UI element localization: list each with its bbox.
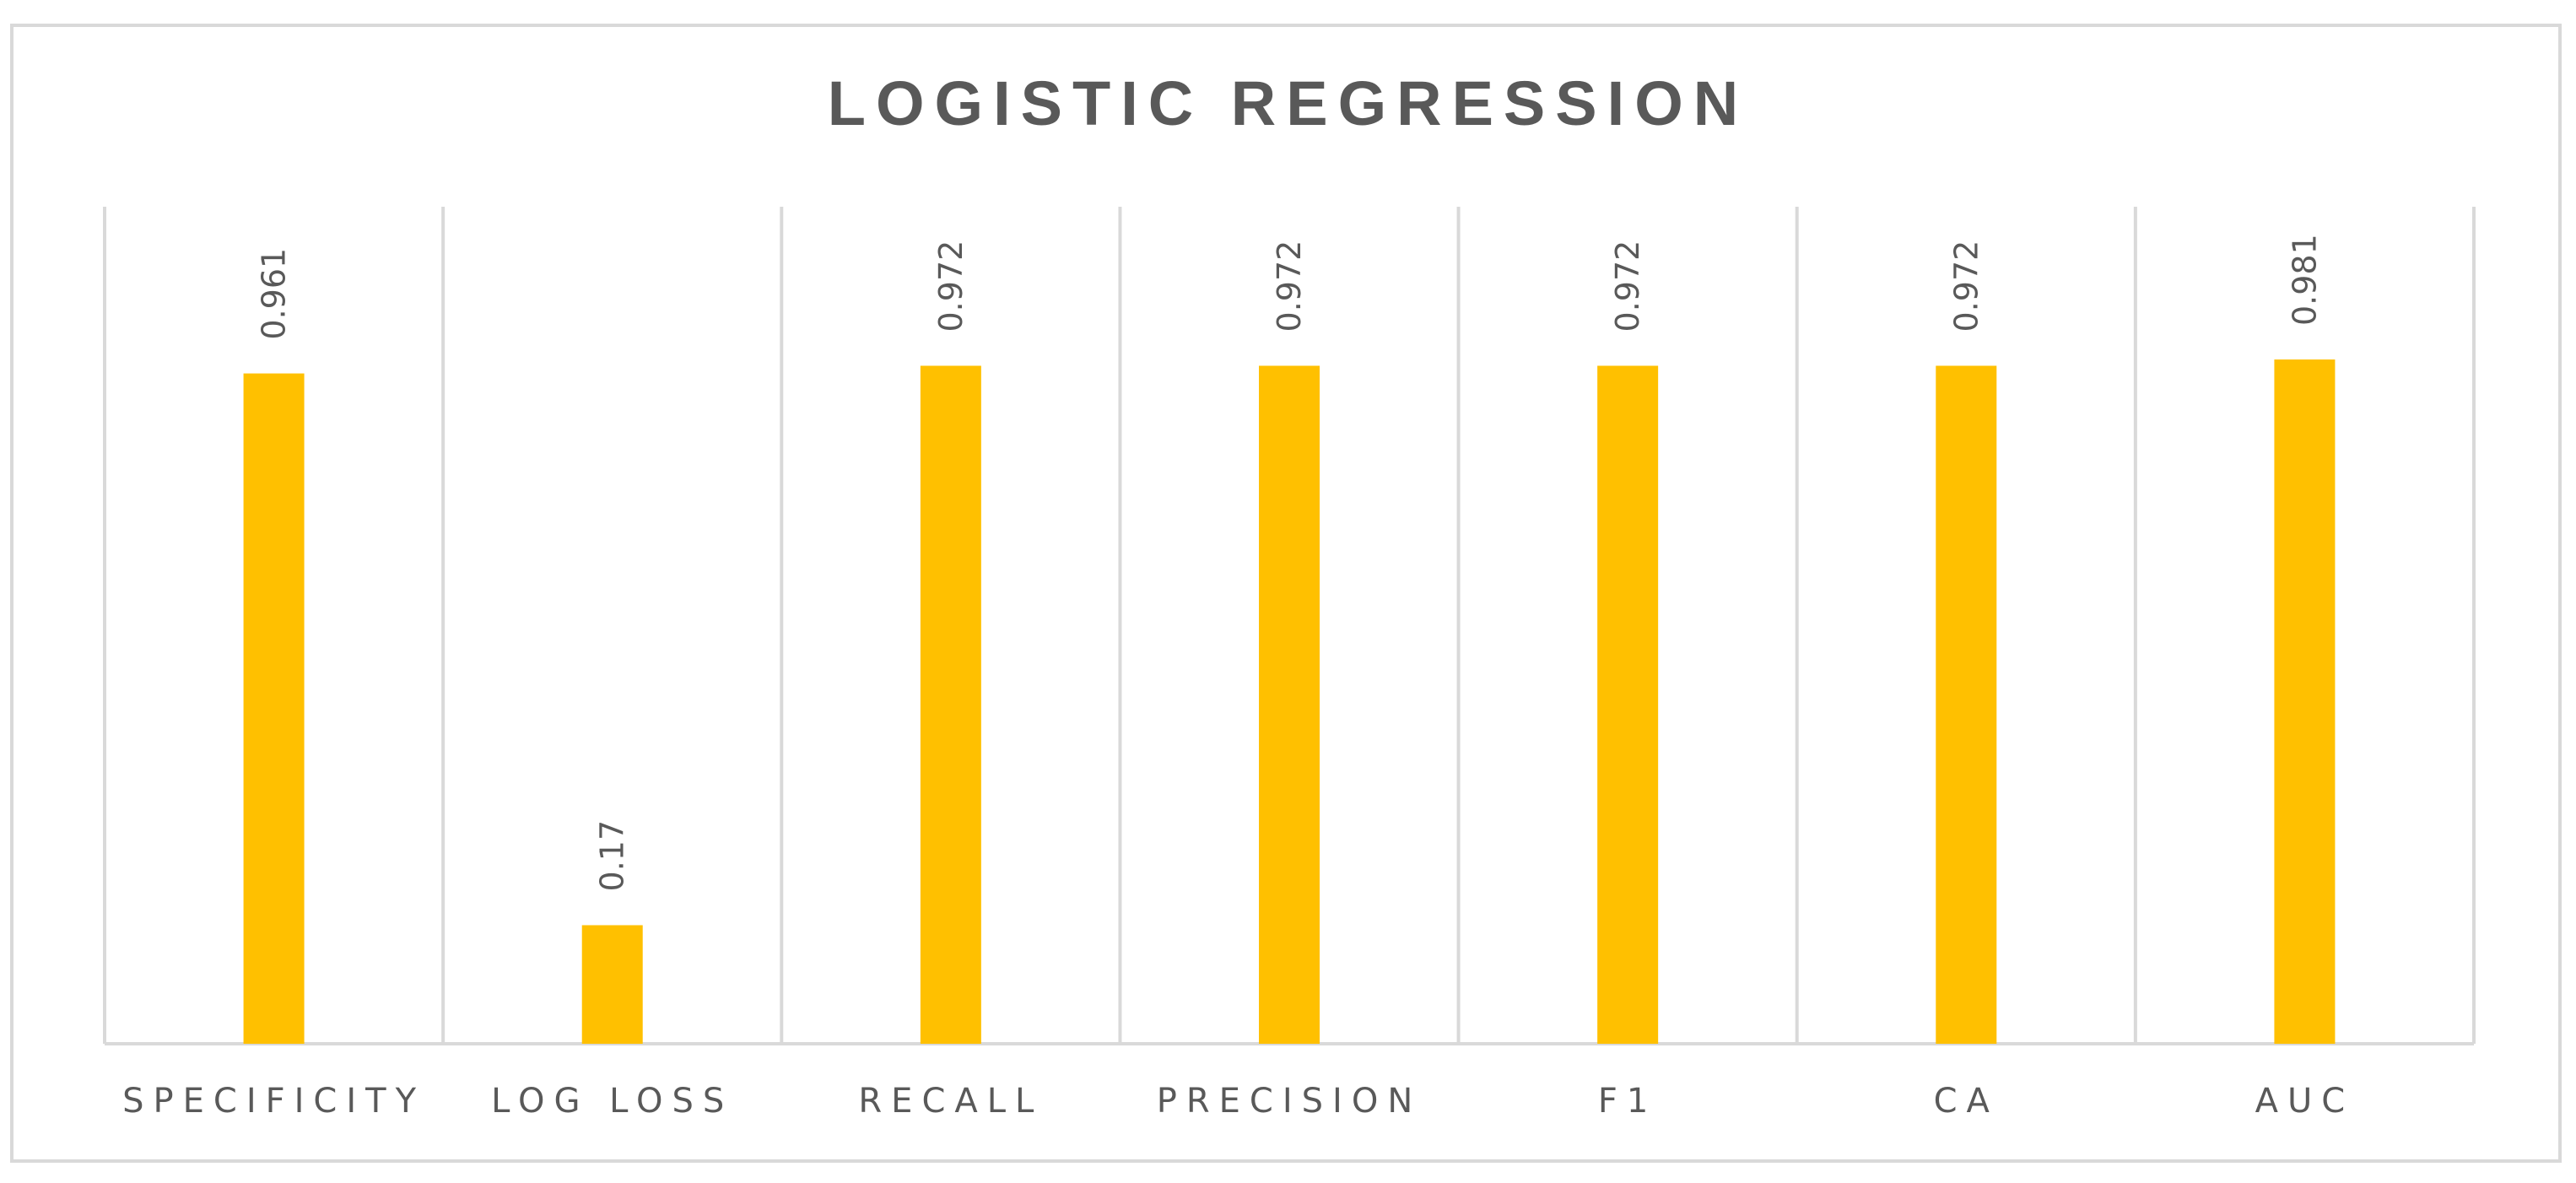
data-label: 0.17 [594, 820, 631, 892]
data-label: 0.972 [932, 240, 969, 332]
bar [243, 373, 305, 1044]
data-label: 0.961 [256, 248, 293, 340]
data-label: 0.972 [1947, 240, 1985, 332]
x-tick-label: F1 [1598, 1082, 1657, 1121]
bar [1936, 365, 1997, 1045]
bar [920, 365, 981, 1045]
data-label: 0.972 [1271, 240, 1308, 332]
data-label: 0.972 [1609, 240, 1646, 332]
x-tick-label: AUC [2255, 1082, 2355, 1121]
x-tick-label: RECALL [858, 1082, 1043, 1121]
bar-layer [243, 359, 2336, 1045]
data-label: 0.981 [2286, 234, 2323, 326]
data-label-layer: 0.961 0.17 0.972 0.972 0.972 0.972 0.981 [256, 234, 2324, 891]
x-tick-label: SPECIFICITY [122, 1082, 425, 1121]
x-tick-label: PRECISION [1157, 1082, 1423, 1121]
grid-layer [103, 207, 2476, 1045]
bar [1597, 365, 1659, 1045]
bar [1259, 365, 1320, 1045]
x-axis-tick-layer: SPECIFICITY LOG LOSS RECALL PRECISION F1 CA AU… [122, 1082, 2355, 1121]
x-tick-label: CA [1934, 1082, 1999, 1121]
x-tick-label: LOG LOSS [491, 1082, 733, 1121]
bar [581, 925, 643, 1044]
bar [2274, 359, 2336, 1044]
chart-title: LOGISTIC REGRESSION [827, 68, 1749, 138]
